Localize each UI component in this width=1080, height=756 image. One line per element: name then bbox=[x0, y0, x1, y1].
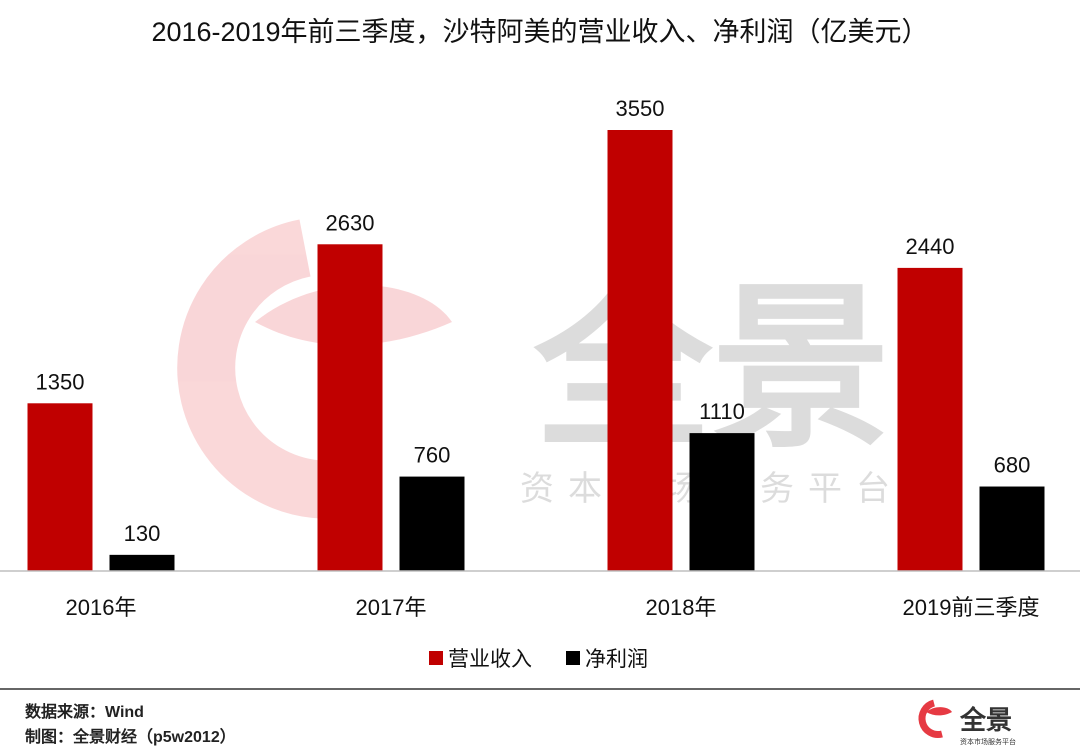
legend-item-net-profit: 净利润 bbox=[566, 648, 648, 671]
category-label-2: 2017年 bbox=[356, 595, 427, 620]
legend: 营业收入 净利润 bbox=[429, 648, 648, 671]
footer-source: 数据来源：Wind bbox=[25, 702, 144, 721]
data-label-net-profit-4: 680 bbox=[994, 453, 1031, 478]
chart-title: 2016-2019年前三季度，沙特阿美的营业收入、净利润（亿美元） bbox=[151, 17, 928, 47]
legend-label-revenue: 营业收入 bbox=[448, 648, 532, 671]
bar-revenue-2 bbox=[317, 244, 383, 571]
footer-logo-text: 全景 bbox=[959, 705, 1012, 735]
watermark: 全景 资本市场服务平台 bbox=[177, 219, 890, 519]
legend-swatch-revenue bbox=[429, 651, 443, 665]
data-label-net-profit-1: 130 bbox=[124, 521, 161, 546]
data-label-net-profit-2: 760 bbox=[414, 443, 451, 468]
footer-logo-sub: 资本市场服务平台 bbox=[960, 737, 1016, 746]
bar-net-profit-2 bbox=[399, 476, 465, 571]
bar-net-profit-1 bbox=[109, 554, 175, 571]
category-label-3: 2018年 bbox=[646, 595, 717, 620]
bar-revenue-3 bbox=[607, 130, 673, 571]
data-label-revenue-1: 1350 bbox=[36, 369, 85, 394]
bar-net-profit-3 bbox=[689, 433, 755, 571]
data-label-net-profit-3: 1110 bbox=[699, 399, 745, 424]
legend-swatch-net-profit bbox=[566, 651, 580, 665]
category-label-4: 2019前三季度 bbox=[903, 595, 1040, 620]
data-label-revenue-3: 3550 bbox=[616, 96, 665, 121]
category-label-1: 2016年 bbox=[66, 595, 137, 620]
bars-layer bbox=[27, 130, 1045, 571]
category-labels-layer: 2016年 2017年 2018年 2019前三季度 bbox=[66, 595, 1040, 620]
footer-logo-icon bbox=[918, 699, 952, 738]
bar-net-profit-4 bbox=[979, 486, 1045, 571]
data-label-revenue-2: 2630 bbox=[326, 210, 375, 235]
data-labels-layer: 1350 130 2630 760 3550 1110 2440 680 bbox=[36, 96, 1031, 546]
bar-revenue-1 bbox=[27, 403, 93, 571]
footer-logo: 全景 资本市场服务平台 bbox=[918, 699, 1016, 746]
data-label-revenue-4: 2440 bbox=[906, 234, 955, 259]
legend-label-net-profit: 净利润 bbox=[585, 648, 648, 671]
legend-item-revenue: 营业收入 bbox=[429, 648, 532, 671]
footer-credit: 制图：全景财经（p5w2012） bbox=[25, 727, 236, 746]
bar-revenue-4 bbox=[897, 267, 963, 571]
